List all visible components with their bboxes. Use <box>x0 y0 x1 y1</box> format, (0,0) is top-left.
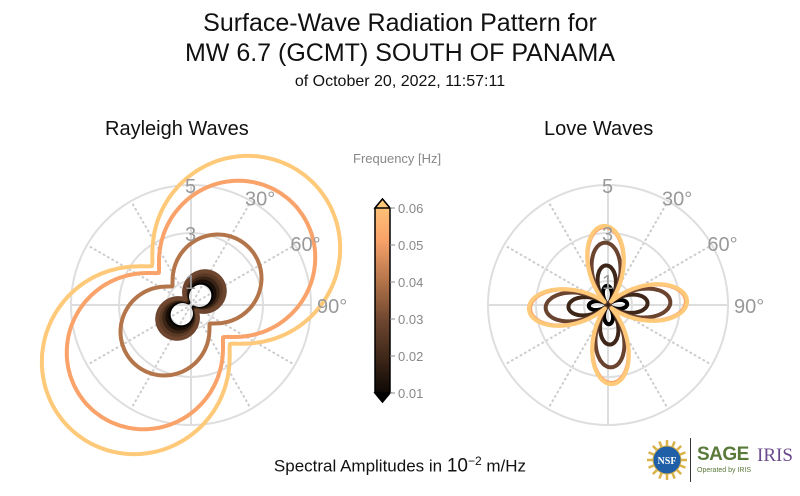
radial-tick-label: 5 <box>185 176 196 198</box>
series-line-0.05 <box>64 178 318 432</box>
angle-tick-label: 90° <box>734 296 764 318</box>
colorbar-extend-max <box>373 197 392 209</box>
colorbar-tick-label: 0.02 <box>398 349 423 364</box>
rayleigh-polar-plot: 1 3 5 30° 60° 90° <box>39 153 347 457</box>
radial-gridline <box>70 184 312 426</box>
radial-tick-label: 1 <box>185 272 196 294</box>
figure-subtitle-date: of October 20, 2022, 11:57:11 <box>294 73 506 90</box>
figure-title-line2: MW 6.7 (GCMT) SOUTH OF PANAMA <box>184 39 616 67</box>
radial-gridline <box>487 184 729 426</box>
figure-title-line1: Surface-Wave Radiation Pattern for <box>203 9 597 37</box>
radial-tick-label: 3 <box>602 224 613 246</box>
series-line-0.06 <box>526 223 690 387</box>
angular-gridline <box>190 200 252 306</box>
angle-tick-label: 30° <box>245 189 275 211</box>
x-axis-label-prefix: Spectral Amplitudes in <box>273 456 447 476</box>
series-line-0.04 <box>118 232 264 378</box>
radial-tick-label: 3 <box>185 224 196 246</box>
nsf-logo-text: NSF <box>658 456 677 467</box>
colorbar-title: Frequency [Hz] <box>353 151 442 166</box>
radial-gridline <box>118 232 264 378</box>
iris-logo-text: IRIS <box>757 445 793 466</box>
sage-logo-text: SAGE <box>697 444 749 465</box>
love-polar-plot: 1 3 5 30° 60° 90° <box>487 176 764 426</box>
colorbar-tick-label: 0.05 <box>398 238 423 253</box>
radial-tick-label: 1 <box>602 272 613 294</box>
operated-by-text: Operated by IRIS <box>697 467 752 474</box>
series-group <box>526 223 690 387</box>
series-line-0.06 <box>39 153 343 457</box>
love-subplot-title: Love Waves <box>544 118 654 140</box>
colorbar-tick-label: 0.06 <box>398 201 423 216</box>
nsf-logo-icon: NSF <box>647 440 687 480</box>
x-axis-label-base: 10 <box>446 455 468 477</box>
colorbar-extend-min <box>373 392 392 404</box>
angle-tick-label: 60° <box>290 234 320 256</box>
angular-gridline <box>190 244 296 306</box>
logo-divider <box>690 438 691 482</box>
rayleigh-subplot-title: Rayleigh Waves <box>105 118 249 140</box>
angular-gridline <box>130 304 192 410</box>
colorbar: 0.01 0.02 0.03 0.04 0.05 0.06 <box>373 197 423 404</box>
series-group <box>39 153 343 457</box>
colorbar-tick-label: 0.04 <box>398 275 423 290</box>
x-axis-label-exponent: −2 <box>467 454 482 468</box>
x-axis-label-unit: m/Hz <box>481 456 527 476</box>
angle-tick-label: 60° <box>707 234 737 256</box>
colorbar-tick-label: 0.03 <box>398 312 423 327</box>
angle-tick-label: 30° <box>662 189 692 211</box>
radial-tick-label: 5 <box>602 176 613 198</box>
series-line-0.03 <box>155 269 227 341</box>
angle-tick-label: 90° <box>317 296 347 318</box>
colorbar-tick-label: 0.01 <box>398 386 423 401</box>
radial-gridline <box>583 280 633 330</box>
radial-gridline <box>535 232 681 378</box>
x-axis-label: Spectral Amplitudes in 10−2 m/Hz <box>0 454 800 478</box>
colorbar-gradient <box>374 197 391 404</box>
logo-block: NSF SAGE IRIS Operated by IRIS <box>645 432 795 487</box>
angular-gridline <box>86 304 192 366</box>
